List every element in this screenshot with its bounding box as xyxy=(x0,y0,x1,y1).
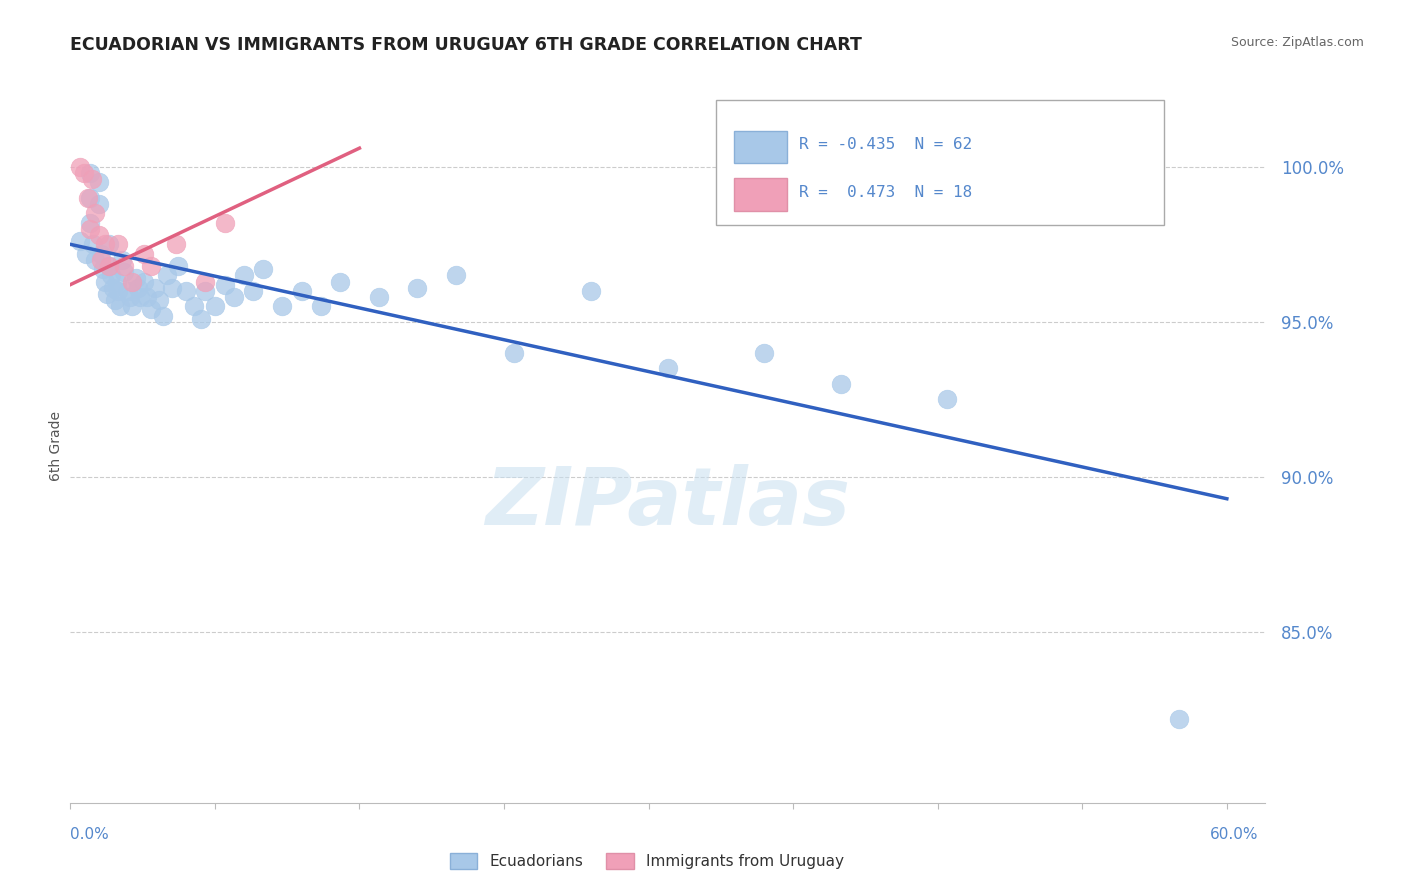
Point xyxy=(271,299,294,313)
Point xyxy=(69,160,91,174)
Point xyxy=(112,259,135,273)
Point xyxy=(121,299,143,313)
Point xyxy=(84,206,107,220)
Point xyxy=(132,275,155,289)
Point xyxy=(96,287,118,301)
Text: Source: ZipAtlas.com: Source: ZipAtlas.com xyxy=(1230,36,1364,49)
Point xyxy=(579,284,602,298)
Point xyxy=(110,299,132,313)
Point xyxy=(143,281,166,295)
Point xyxy=(91,262,114,277)
Point xyxy=(75,246,97,260)
Point xyxy=(97,259,120,273)
Point xyxy=(657,361,679,376)
Point xyxy=(94,237,117,252)
Point xyxy=(97,237,120,252)
Point xyxy=(104,293,127,308)
FancyBboxPatch shape xyxy=(734,178,787,211)
Point xyxy=(167,259,190,273)
Point xyxy=(214,277,236,292)
FancyBboxPatch shape xyxy=(734,130,787,162)
Point xyxy=(111,252,134,267)
Text: 0.0%: 0.0% xyxy=(70,827,110,841)
Point xyxy=(79,216,101,230)
Point xyxy=(73,166,96,180)
Text: R = -0.435  N = 62: R = -0.435 N = 62 xyxy=(800,137,973,153)
Point xyxy=(232,268,254,283)
Point xyxy=(117,284,139,298)
Point xyxy=(406,281,429,295)
Point xyxy=(194,284,217,298)
Point xyxy=(84,252,107,267)
Point xyxy=(367,290,389,304)
Point xyxy=(69,234,91,248)
Point xyxy=(754,346,776,360)
Point xyxy=(291,284,314,298)
Y-axis label: 6th Grade: 6th Grade xyxy=(49,411,63,481)
Point xyxy=(79,191,101,205)
Point xyxy=(162,281,184,295)
Point xyxy=(242,284,264,298)
Point xyxy=(190,311,212,326)
Point xyxy=(165,237,187,252)
Point xyxy=(79,222,101,236)
Point xyxy=(89,197,111,211)
Point xyxy=(502,346,524,360)
Point xyxy=(156,268,179,283)
Point xyxy=(76,191,98,205)
Point xyxy=(82,237,104,252)
Point xyxy=(174,284,197,298)
Point xyxy=(112,265,135,279)
Point xyxy=(194,275,217,289)
Point xyxy=(125,271,148,285)
Text: ZIPatlas: ZIPatlas xyxy=(485,464,851,542)
Point xyxy=(204,299,226,313)
Point xyxy=(105,275,128,289)
Point xyxy=(252,262,274,277)
Point xyxy=(121,275,143,289)
Point xyxy=(309,299,332,313)
Point xyxy=(444,268,467,283)
Point xyxy=(136,290,159,304)
Point xyxy=(101,281,124,295)
Point xyxy=(224,290,246,304)
Point xyxy=(89,175,111,189)
Point xyxy=(120,290,141,304)
Text: ECUADORIAN VS IMMIGRANTS FROM URUGUAY 6TH GRADE CORRELATION CHART: ECUADORIAN VS IMMIGRANTS FROM URUGUAY 6T… xyxy=(70,36,862,54)
Point xyxy=(936,392,959,407)
Point xyxy=(80,172,103,186)
FancyBboxPatch shape xyxy=(716,100,1164,225)
Point xyxy=(107,237,129,252)
Point xyxy=(100,268,122,283)
Point xyxy=(94,275,117,289)
Legend: Ecuadorians, Immigrants from Uruguay: Ecuadorians, Immigrants from Uruguay xyxy=(443,847,851,875)
Point xyxy=(329,275,352,289)
Point xyxy=(141,259,163,273)
Point xyxy=(127,281,149,295)
Point xyxy=(1167,712,1189,726)
Text: R =  0.473  N = 18: R = 0.473 N = 18 xyxy=(800,186,973,200)
Text: 60.0%: 60.0% xyxy=(1211,827,1258,841)
Point xyxy=(183,299,205,313)
Point xyxy=(90,246,112,260)
Point xyxy=(148,293,170,308)
Point xyxy=(214,216,236,230)
Point xyxy=(97,259,120,273)
Point xyxy=(141,302,163,317)
Point xyxy=(152,309,174,323)
Point xyxy=(128,290,150,304)
Point xyxy=(90,252,112,267)
Point xyxy=(89,227,111,242)
Point xyxy=(107,284,129,298)
Point xyxy=(132,246,155,260)
Point xyxy=(79,166,101,180)
Point xyxy=(830,376,852,391)
